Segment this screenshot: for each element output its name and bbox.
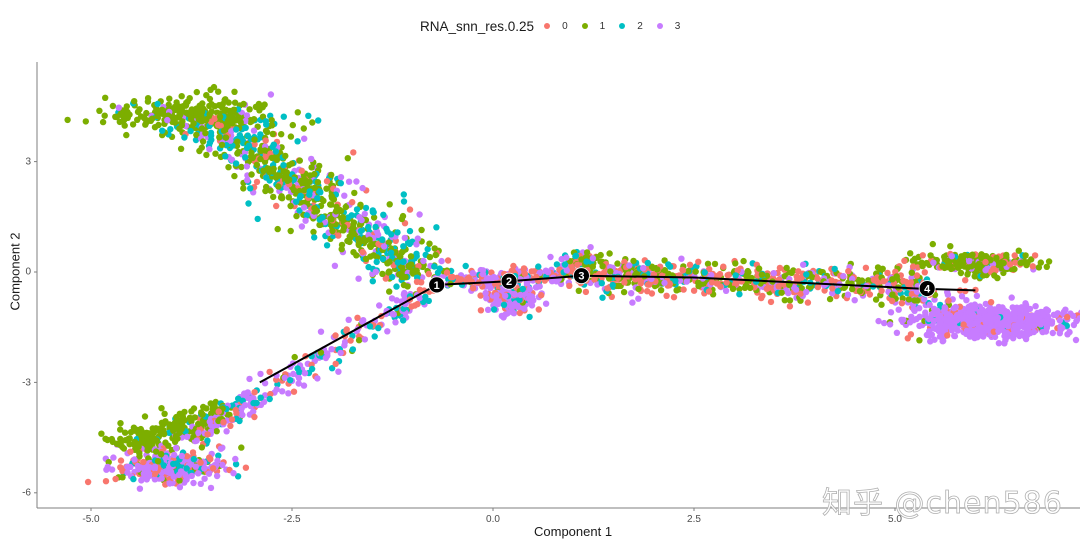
branch-points: 1 2 3 4 — [428, 267, 936, 297]
legend-dot-icon — [619, 23, 626, 29]
svg-text:4: 4 — [924, 284, 931, 296]
legend: RNA_snn_res.0.25 0 1 2 3 — [420, 16, 694, 36]
branch-point-1: 1 — [428, 276, 446, 294]
y-tick-label: 0 — [25, 266, 31, 278]
legend-dot-icon — [581, 23, 588, 29]
branch-point-3: 3 — [573, 267, 590, 285]
x-tick-label: -5.0 — [82, 514, 100, 525]
x-tick-label: 2.5 — [687, 514, 701, 525]
legend-dot-icon — [544, 23, 551, 29]
legend-key-3: 3 — [656, 21, 680, 32]
x-tick-label: 0.0 — [486, 514, 500, 525]
svg-text:1: 1 — [434, 280, 440, 292]
watermark: 知乎 @chen586 — [822, 486, 1063, 522]
legend-title: RNA_snn_res.0.25 — [420, 18, 535, 34]
y-axis-title: Component 2 — [7, 232, 23, 311]
branch-point-2: 2 — [500, 272, 518, 290]
legend-key-0: 0 — [544, 21, 568, 32]
x-tick-label: -2.5 — [283, 514, 301, 525]
x-tick-label: 5.0 — [888, 514, 902, 525]
legend-key-1: 1 — [581, 21, 605, 32]
legend-dot-icon — [656, 23, 663, 29]
legend-key-2: 2 — [619, 21, 643, 32]
svg-text:2: 2 — [506, 276, 512, 288]
svg-text:3: 3 — [578, 271, 584, 283]
y-tick-label: -3 — [22, 377, 31, 389]
branch-point-4: 4 — [918, 280, 936, 297]
axis-ticks — [34, 161, 896, 511]
y-tick-label: 3 — [25, 156, 31, 168]
y-tick-label: -6 — [22, 487, 31, 499]
x-axis-title: Component 1 — [534, 524, 613, 539]
